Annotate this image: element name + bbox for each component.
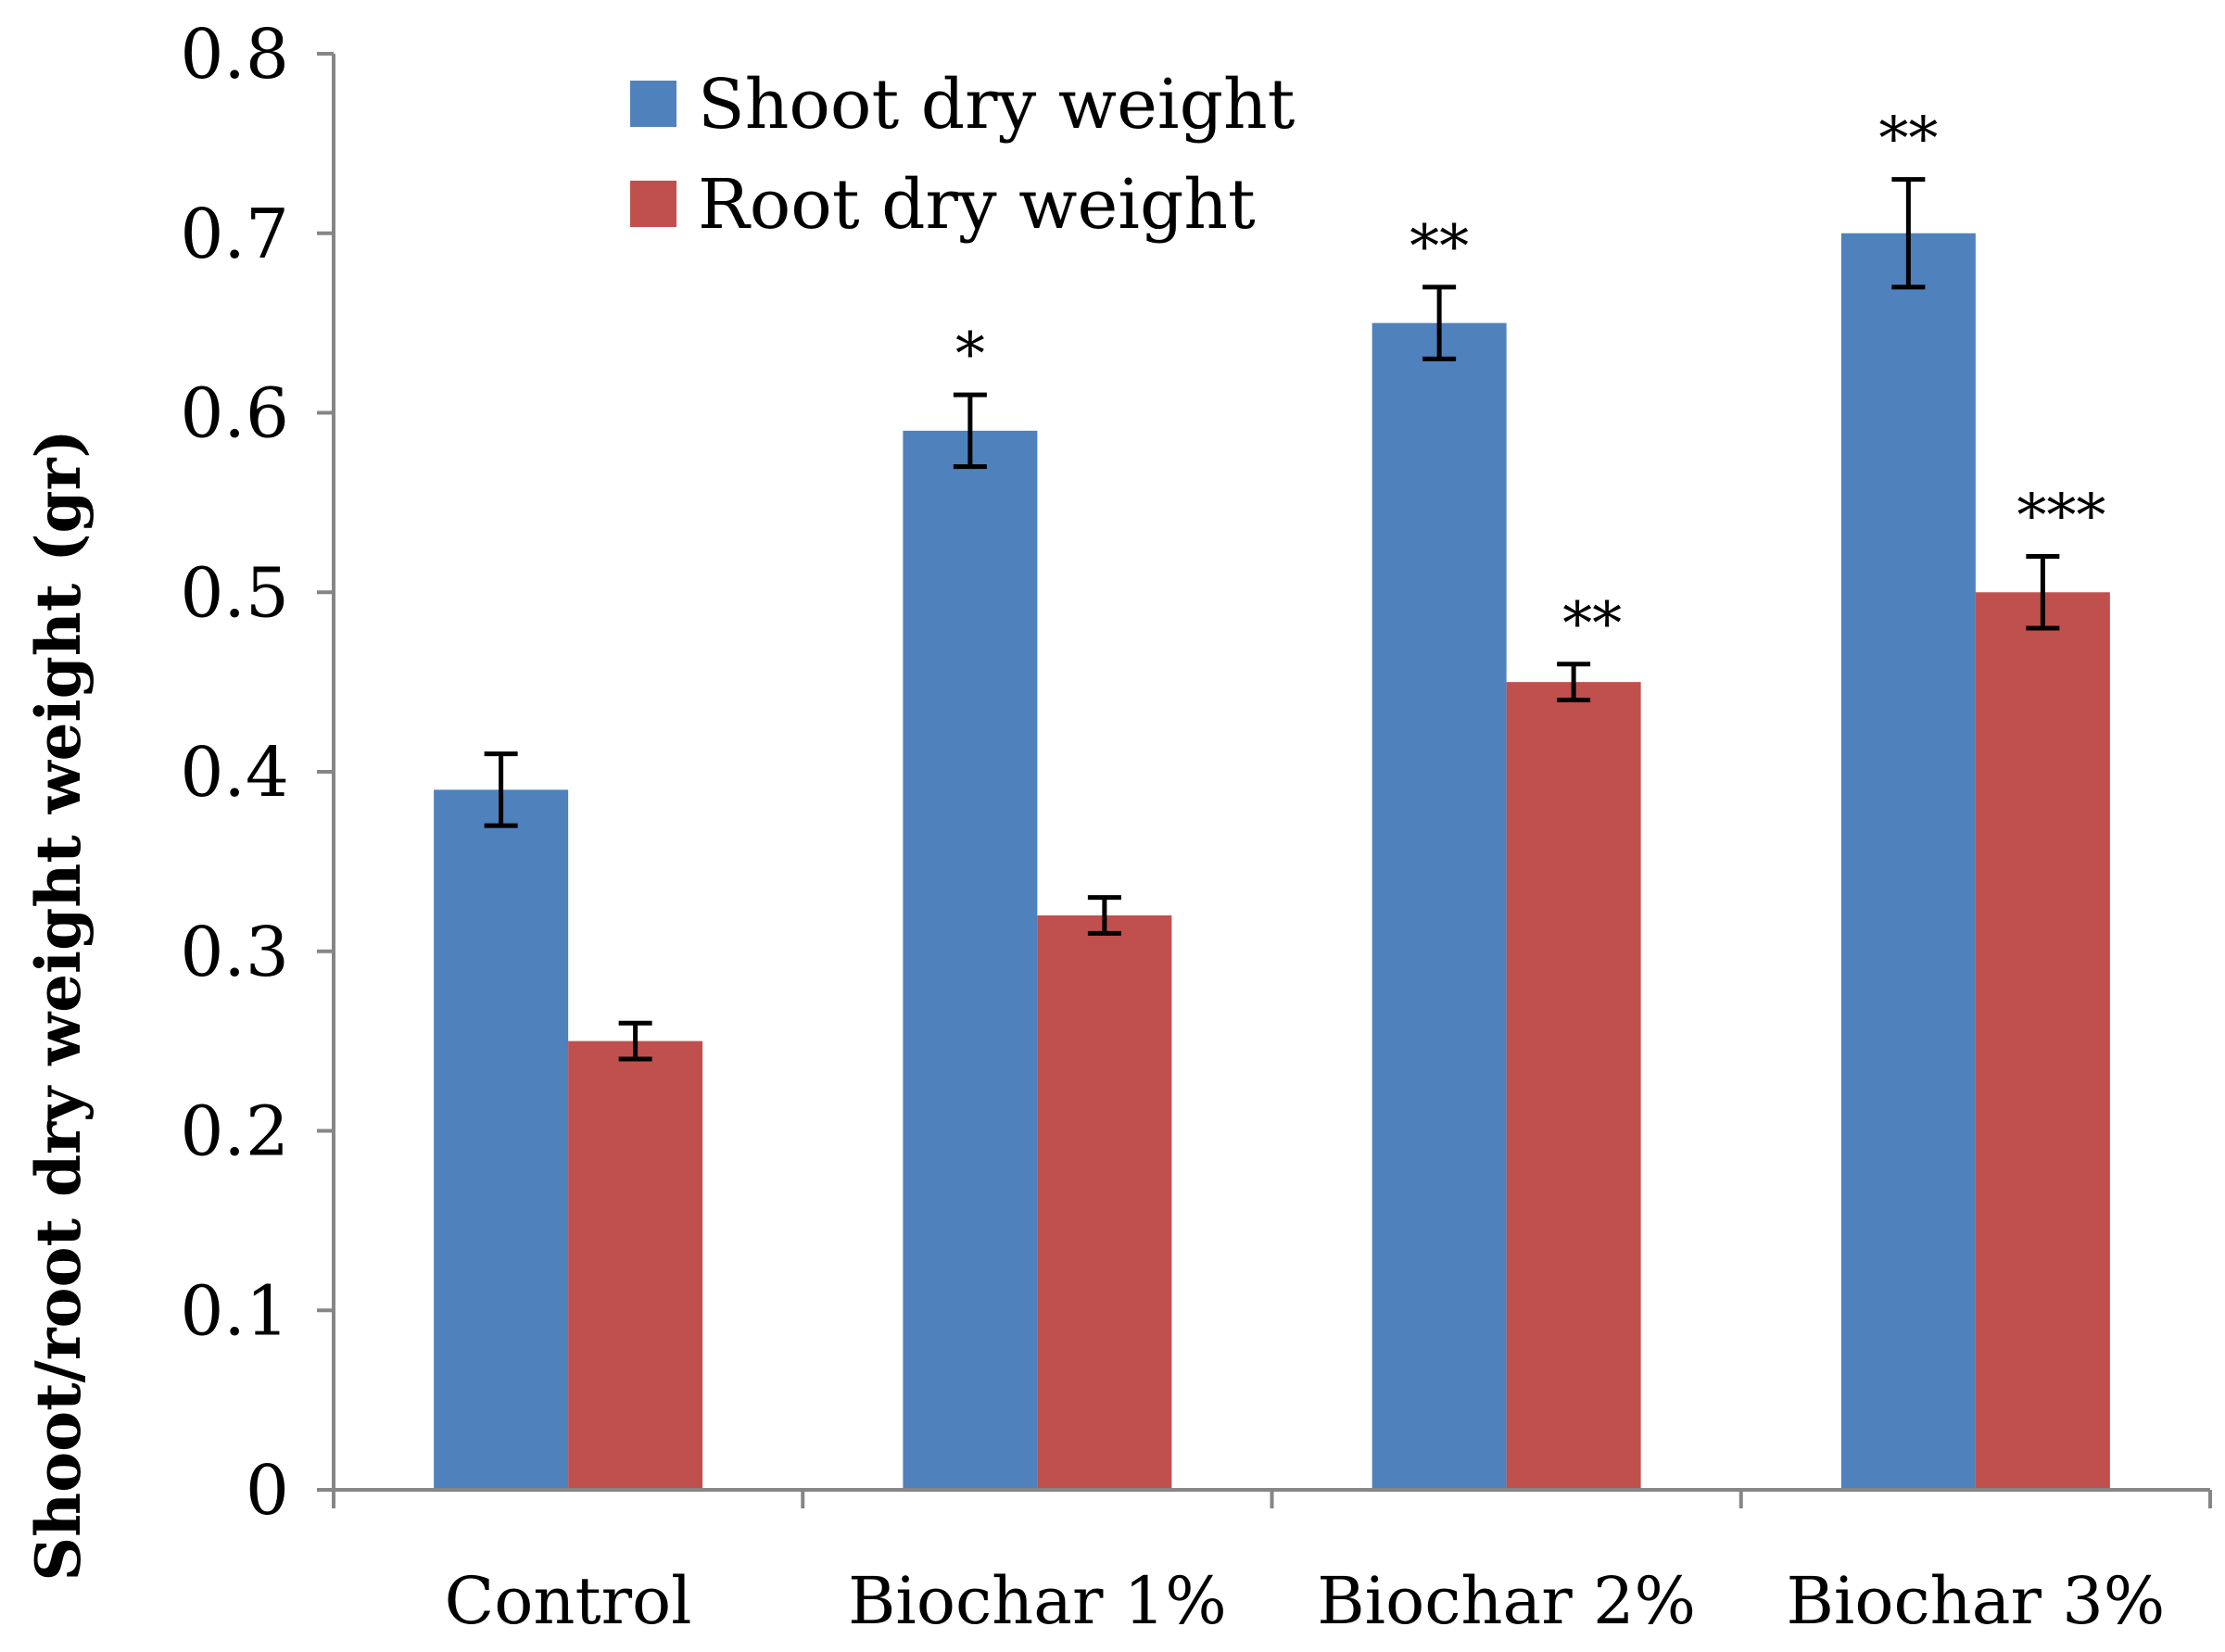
x-category-label: Biochar 3% xyxy=(1786,1563,2165,1639)
y-tick-label: 0.6 xyxy=(180,374,289,454)
bars-layer xyxy=(434,233,2110,1490)
error-bar-root-dry-weight-biochar-3 xyxy=(2026,554,2060,631)
axes-layer xyxy=(317,52,2212,1508)
y-tick-label: 0 xyxy=(246,1451,289,1531)
y-axis-title: Shoot/root dry weight weight (gr) xyxy=(22,429,95,1581)
x-category-label: Biochar 2% xyxy=(1317,1563,1696,1639)
significance-mark-shoot-dry-weight-biochar-1: * xyxy=(955,321,985,389)
y-tick-label: 0.1 xyxy=(180,1271,289,1351)
error-bar-root-dry-weight-biochar-2 xyxy=(1557,662,1591,702)
error-bar-shoot-dry-weight-biochar-2 xyxy=(1422,284,1457,361)
error-bar-shoot-dry-weight-control xyxy=(484,751,518,828)
error-bar-shoot-dry-weight-biochar-3 xyxy=(1891,177,1926,290)
y-tick-label: 0.4 xyxy=(180,733,289,813)
x-category-label: Control xyxy=(445,1563,692,1639)
y-tick-label: 0.3 xyxy=(180,913,289,992)
significance-mark-root-dry-weight-biochar-3: *** xyxy=(2016,483,2105,551)
bar-root-dry-weight-biochar-3 xyxy=(1975,592,2110,1490)
legend-label-root-dry-weight: Root dry weight xyxy=(698,165,1256,245)
error-bar-root-dry-weight-control xyxy=(618,1020,652,1062)
legend-swatch-shoot-dry-weight xyxy=(630,81,676,127)
legend: Shoot dry weight Root dry weight xyxy=(630,65,1296,245)
error-bar-shoot-dry-weight-biochar-1 xyxy=(953,392,987,470)
bar-shoot-dry-weight-biochar-1 xyxy=(903,430,1038,1490)
significance-mark-root-dry-weight-biochar-2: ** xyxy=(1562,590,1622,659)
labels-layer: **********00.10.20.30.40.50.60.70.8Contr… xyxy=(22,15,2165,1639)
error-bar-root-dry-weight-biochar-1 xyxy=(1087,895,1121,936)
y-tick-label: 0.8 xyxy=(180,15,289,95)
bar-root-dry-weight-biochar-2 xyxy=(1506,682,1641,1490)
bar-root-dry-weight-control xyxy=(568,1040,703,1490)
significance-mark-shoot-dry-weight-biochar-2: ** xyxy=(1410,213,1469,282)
bar-shoot-dry-weight-biochar-3 xyxy=(1840,233,1976,1490)
y-tick-label: 0.7 xyxy=(180,195,289,274)
significance-mark-shoot-dry-weight-biochar-3: ** xyxy=(1878,106,1938,174)
x-category-label: Biochar 1% xyxy=(848,1563,1227,1639)
legend-swatch-root-dry-weight xyxy=(630,181,676,227)
bar-shoot-dry-weight-control xyxy=(434,789,569,1490)
legend-label-shoot-dry-weight: Shoot dry weight xyxy=(698,65,1296,145)
y-tick-label: 0.2 xyxy=(180,1092,289,1172)
bar-root-dry-weight-biochar-1 xyxy=(1037,915,1172,1490)
bar-shoot-dry-weight-biochar-2 xyxy=(1372,322,1507,1490)
error-bars-layer xyxy=(484,177,2060,1062)
y-tick-label: 0.5 xyxy=(180,553,289,633)
